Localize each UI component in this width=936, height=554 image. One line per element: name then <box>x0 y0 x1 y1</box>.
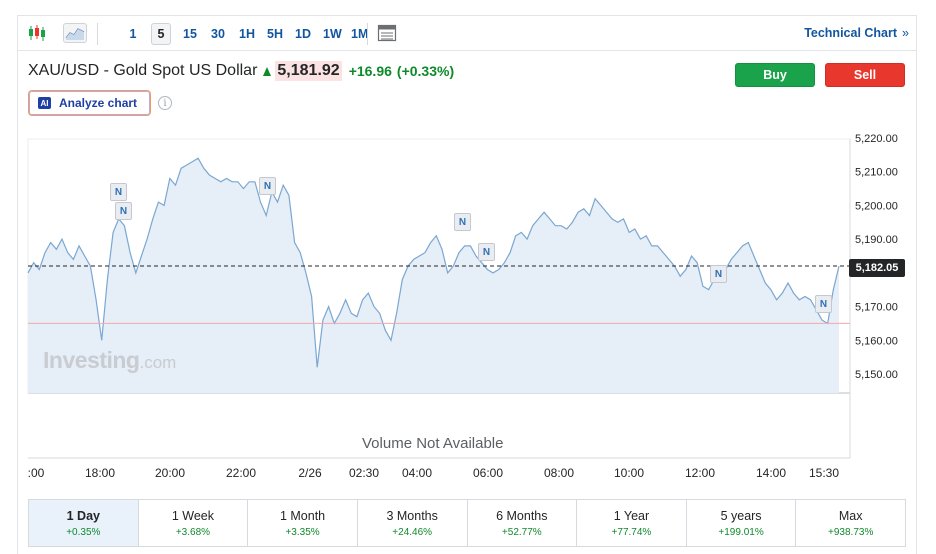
last-price-label: 5,182.05 <box>849 259 905 277</box>
double-chevron-right-icon: » <box>902 26 909 40</box>
x-tick-label: 12:00 <box>685 466 715 480</box>
instrument-name: XAU/USD - Gold Spot US Dollar <box>28 62 258 79</box>
period-label: 5 years <box>720 508 762 523</box>
timeframe-1w[interactable]: 1W <box>323 27 342 41</box>
chart-widget-frame <box>17 15 917 554</box>
period-change: +3.35% <box>285 526 320 538</box>
y-tick-label: 5,200.00 <box>855 200 898 212</box>
price-area <box>28 158 839 393</box>
y-tick-label: 5,220.00 <box>855 133 898 145</box>
period-1-year[interactable]: 1 Year +77.74% <box>577 500 687 546</box>
period-1-day[interactable]: 1 Day +0.35% <box>29 500 139 546</box>
period-label: 1 Year <box>613 508 650 523</box>
period-1-month[interactable]: 1 Month +3.35% <box>248 500 358 546</box>
x-tick-label: 02:30 <box>349 466 379 480</box>
toolbar-divider <box>367 23 368 45</box>
candlestick-icon[interactable] <box>25 23 49 43</box>
area-chart-icon[interactable] <box>63 23 87 43</box>
volume-not-available-text: Volume Not Available <box>362 435 504 452</box>
technical-chart-link[interactable]: Technical Chart » <box>804 26 909 40</box>
y-tick-label: 5,170.00 <box>855 302 898 314</box>
arrow-up-icon <box>263 66 272 76</box>
news-marker[interactable]: N <box>454 213 471 231</box>
analyze-chart-label: Analyze chart <box>59 96 138 110</box>
toolbar-divider <box>97 23 98 45</box>
y-tick-label: 5,150.00 <box>855 369 898 381</box>
period-3-months[interactable]: 3 Months +24.46% <box>358 500 468 546</box>
period-label: 1 Month <box>279 508 326 523</box>
current-price: 5,181.92 <box>275 61 342 81</box>
x-tick-label: 10:00 <box>614 466 644 480</box>
news-marker[interactable]: N <box>478 243 495 261</box>
x-tick-label: 08:00 <box>544 466 574 480</box>
period-change: +3.68% <box>175 526 211 538</box>
x-tick-label: 2/26 <box>298 466 322 480</box>
timeframe-30[interactable]: 30 <box>211 27 225 41</box>
news-marker[interactable]: N <box>259 177 276 195</box>
price-line <box>27 157 840 368</box>
calendar-icon[interactable] <box>375 23 399 43</box>
news-marker[interactable]: N <box>110 183 127 201</box>
period-label: 1 Week <box>171 508 215 523</box>
watermark-suffix: .com <box>139 353 177 372</box>
x-tick-label: 14:00 <box>756 466 786 480</box>
x-tick-label: 04:00 <box>402 466 432 480</box>
y-tick-label: 5,190.00 <box>855 234 898 246</box>
timeframe-5h[interactable]: 5H <box>267 27 283 41</box>
chart-toolbar: 1 5 15 30 1H 5H 1D 1W 1M Technical Chart » <box>17 15 917 51</box>
x-tick-label: :00 <box>28 466 45 480</box>
timeframe-1m[interactable]: 1M <box>351 27 369 41</box>
period-change: +52.77% <box>501 526 542 538</box>
price-change: +16.96 <box>348 63 392 79</box>
sell-button[interactable]: Sell <box>825 63 905 87</box>
y-tick-label: 5,210.00 <box>855 167 898 179</box>
period-change: +0.35% <box>66 526 101 538</box>
x-tick-label: 20:00 <box>155 466 185 480</box>
period-change: +938.73% <box>828 526 874 538</box>
period-label: 1 Day <box>66 508 100 523</box>
news-marker[interactable]: N <box>115 202 132 220</box>
period-change: +199.01% <box>718 526 764 538</box>
x-tick-label: 18:00 <box>85 466 115 480</box>
period-change: +24.46% <box>392 526 433 538</box>
watermark-text: Investing <box>43 347 140 373</box>
period-max[interactable]: Max +938.73% <box>796 500 905 546</box>
technical-chart-label: Technical Chart <box>804 26 898 40</box>
timeframe-1h[interactable]: 1H <box>239 27 255 41</box>
y-tick-label: 5,160.00 <box>855 335 898 347</box>
period-5-years[interactable]: 5 years +199.01% <box>687 500 797 546</box>
period-change: +77.74% <box>611 526 652 538</box>
timeframe-1d[interactable]: 1D <box>295 27 311 41</box>
info-icon[interactable]: i <box>158 96 172 110</box>
period-6-months[interactable]: 6 Months +52.77% <box>468 500 578 546</box>
timeframe-5[interactable]: 5 <box>151 23 171 45</box>
news-marker[interactable]: N <box>815 295 832 313</box>
period-label: Max <box>838 508 863 523</box>
analyze-chart-button[interactable]: AI Analyze chart <box>28 90 151 116</box>
timeframe-15[interactable]: 15 <box>183 27 197 41</box>
ai-icon: AI <box>38 97 51 109</box>
period-label: 6 Months <box>496 508 548 523</box>
x-axis: :00 18:00 20:00 22:00 2/26 02:30 04:00 06:00 08:… <box>28 466 840 480</box>
y-axis: 5,220.00 5,210.00 5,200.00 5,190.00 5,170.00… <box>855 133 898 381</box>
timeframe-1[interactable]: 1 <box>129 27 137 41</box>
price-change-percent: (+0.33%) <box>396 63 455 79</box>
x-tick-label: 15:30 <box>809 466 839 480</box>
instrument-header: XAU/USD - Gold Spot US Dollar 5,181.92 +… <box>28 61 454 81</box>
period-label: 3 Months <box>386 508 438 523</box>
period-1-week[interactable]: 1 Week +3.68% <box>139 500 249 546</box>
x-tick-label: 06:00 <box>473 466 503 480</box>
x-tick-label: 22:00 <box>226 466 256 480</box>
performance-periods: 1 Day +0.35% 1 Week +3.68% 1 Month +3.35% 3 Mo… <box>28 499 906 547</box>
investing-watermark: Investing.com <box>43 347 176 374</box>
buy-button[interactable]: Buy <box>735 63 815 87</box>
news-marker[interactable]: N <box>710 265 727 283</box>
